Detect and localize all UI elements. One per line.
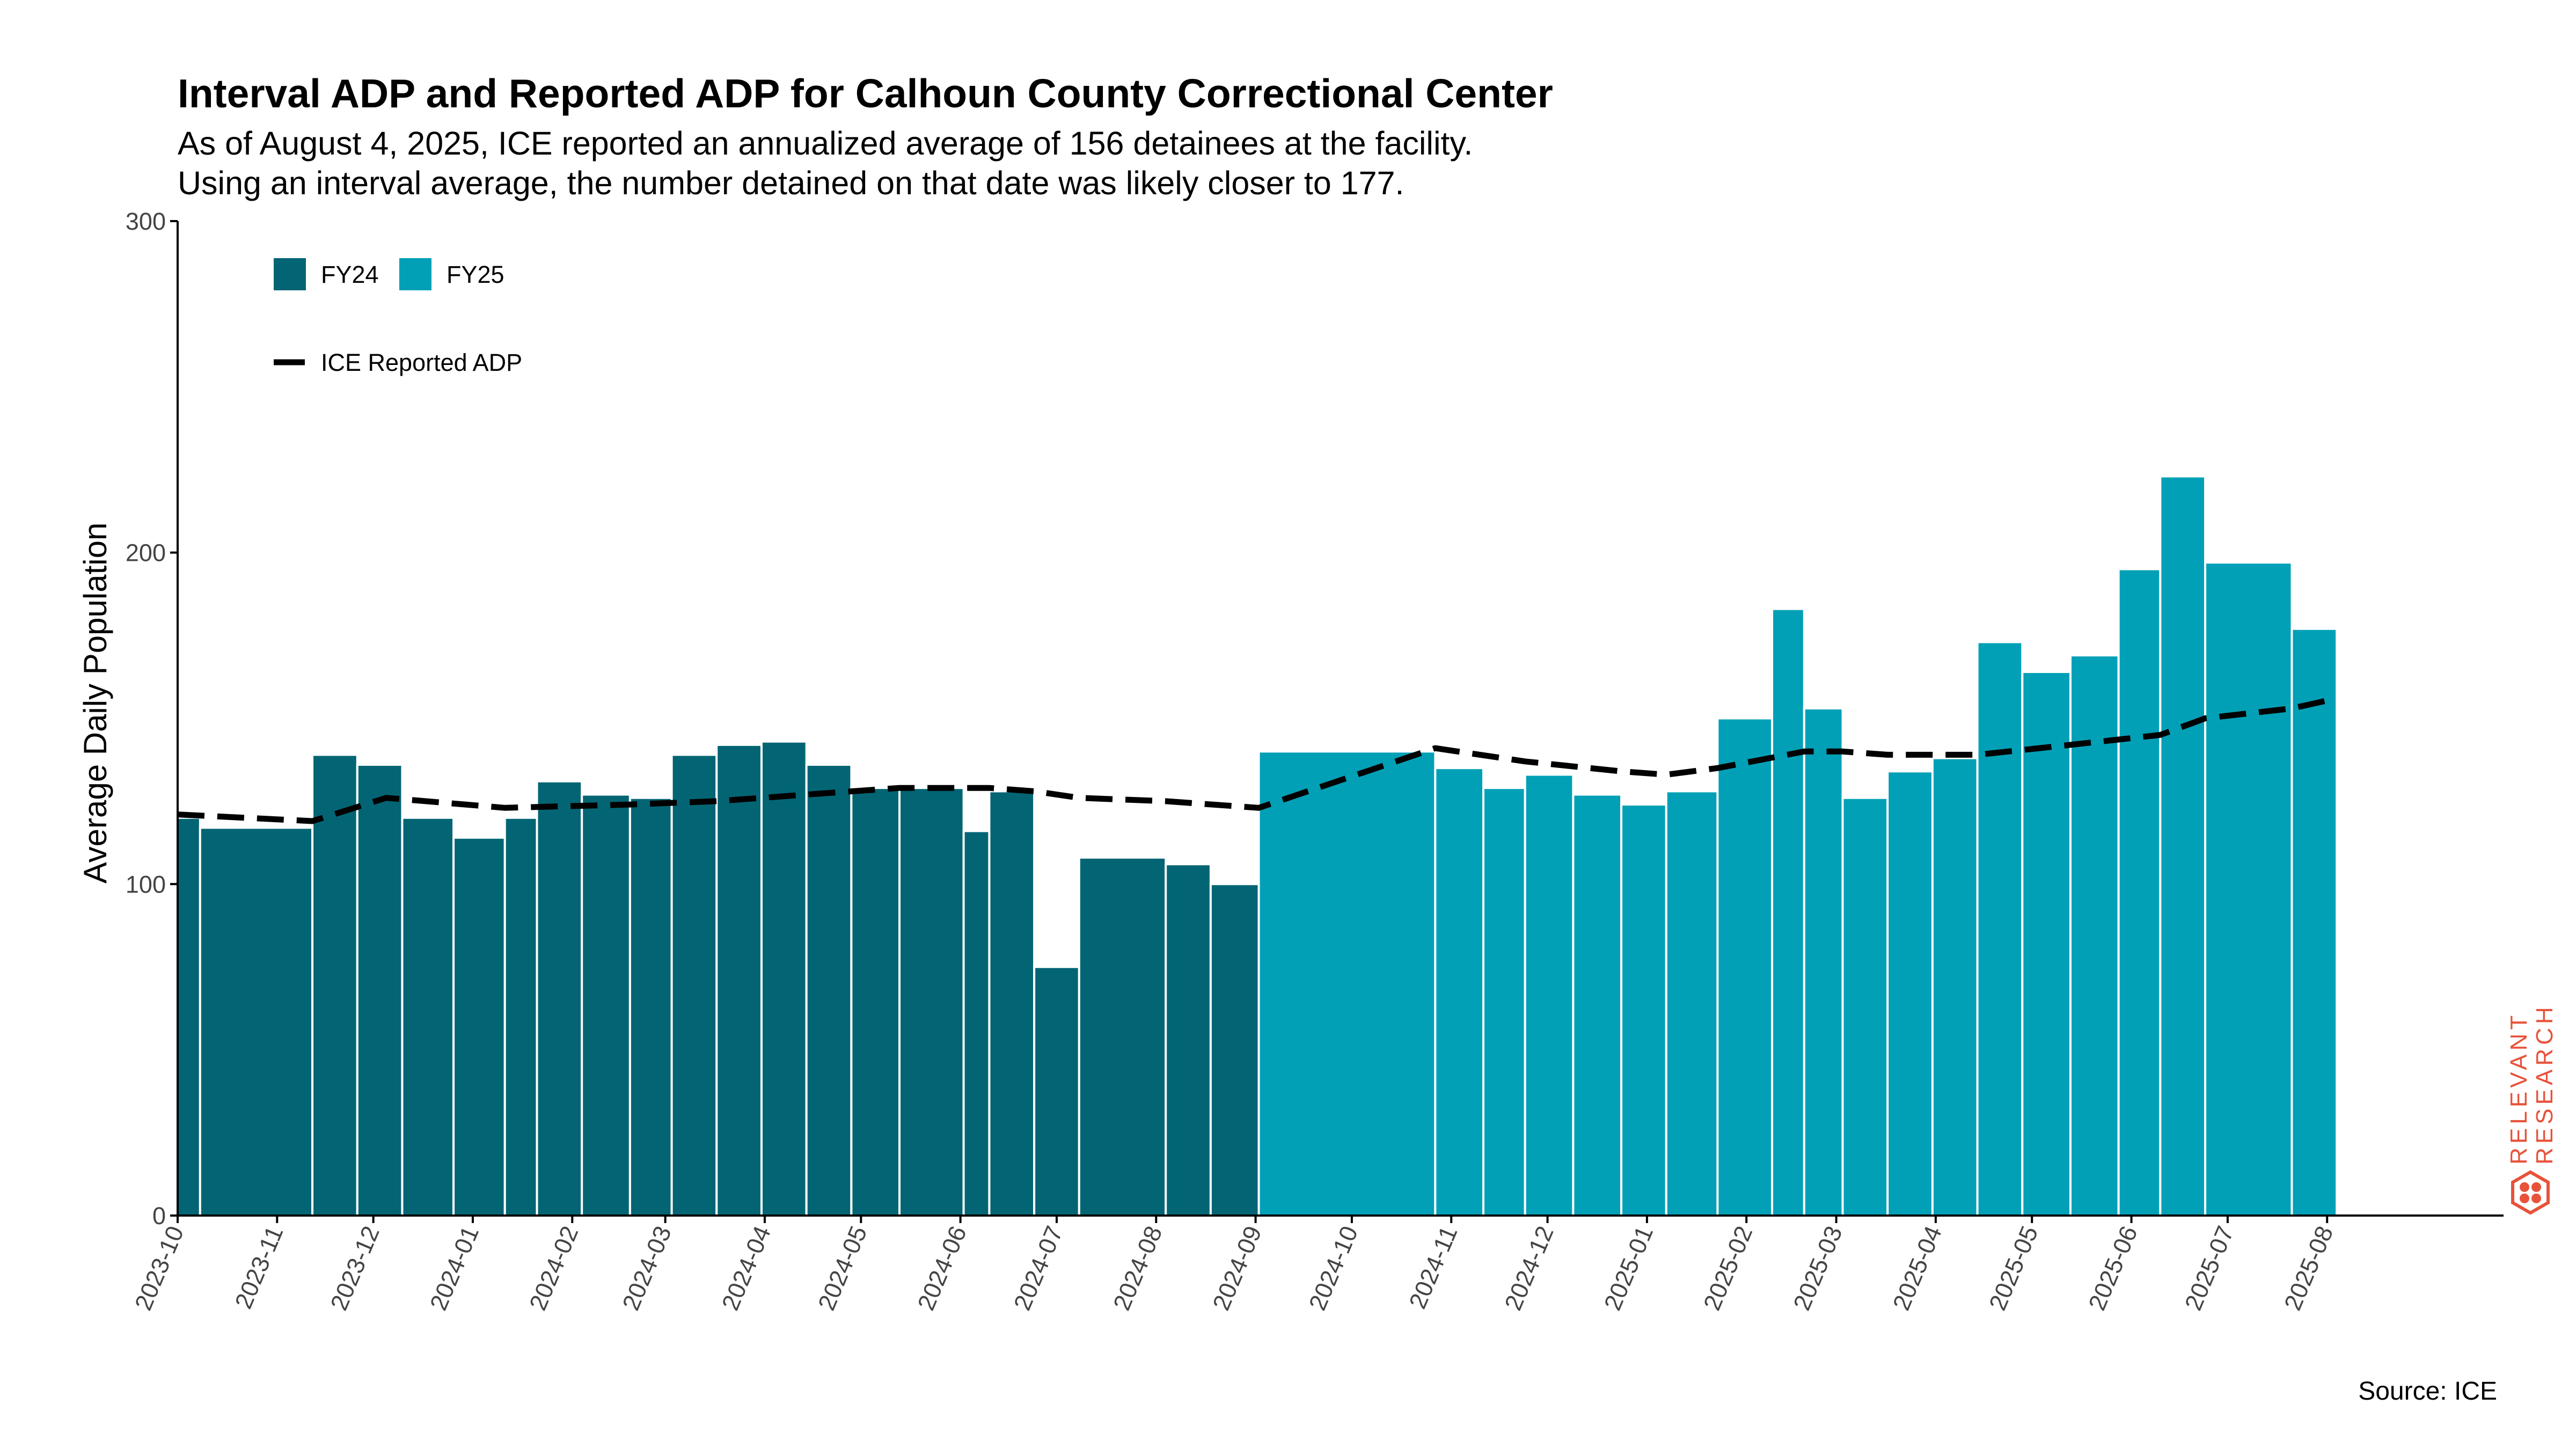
bar-fy25-2024-10-27 <box>1434 767 1485 1217</box>
bar-fy24-2024-01-11 <box>503 816 538 1217</box>
bar-fy25-2025-07-21 <box>2290 627 2338 1217</box>
bar-fy25-2025-04-14 <box>1976 641 2024 1217</box>
x-tick-label-2025-04: 2025-04 <box>1887 1222 1947 1314</box>
bar-fy25-2025-01-23 <box>1716 717 1774 1217</box>
x-tick-label-2024-02: 2024-02 <box>524 1222 583 1314</box>
x-tick-label-2025-08: 2025-08 <box>2279 1222 2338 1314</box>
chart-subtitle-line-1: As of August 4, 2025, ICE reported an an… <box>178 125 1473 162</box>
bar-fy24-2024-04-28 <box>850 787 901 1217</box>
bar-fy24-2024-08-04 <box>1165 863 1212 1217</box>
y-tick-label-100: 100 <box>126 870 166 898</box>
bar-fy24-2024-05-13 <box>898 787 965 1217</box>
y-tick-label-200: 200 <box>126 539 166 567</box>
bars-layer <box>177 475 2338 1217</box>
bar-fy25-2024-12-24 <box>1620 803 1667 1217</box>
bar-fy24-2023-10-08 <box>199 826 314 1217</box>
legend-swatch-fy24 <box>274 258 306 290</box>
bar-fy24-2023-11-26 <box>356 763 404 1217</box>
bar-fy24-2023-12-26 <box>452 836 506 1217</box>
bar-fy24-2024-08-18 <box>1209 883 1260 1217</box>
legend-swatch-fy25 <box>399 258 431 290</box>
y-tick-label-0: 0 <box>152 1202 166 1230</box>
bar-fy24-2024-01-21 <box>536 780 583 1217</box>
x-tick-label-2023-12: 2023-12 <box>325 1222 384 1314</box>
svg-text:RELEVANT: RELEVANT <box>2506 1012 2532 1165</box>
reported-adp-line-layer <box>177 696 2338 824</box>
bar-fy25-2025-06-10 <box>2159 475 2207 1217</box>
x-tick-label-2025-05: 2025-05 <box>1984 1222 2043 1314</box>
x-tick-label-2025-01: 2025-01 <box>1599 1222 1658 1314</box>
bar-fy25-2025-02-09 <box>1771 608 1805 1217</box>
x-tick-label-2024-12: 2024-12 <box>1499 1222 1558 1314</box>
bar-fy24-2024-04-14 <box>805 763 853 1217</box>
bar-fy25-2024-12-09 <box>1572 793 1623 1217</box>
x-tick-label-2023-10: 2023-10 <box>129 1222 189 1314</box>
bar-fy25-2024-11-11 <box>1482 787 1526 1217</box>
x-tick-label-2024-06: 2024-06 <box>912 1222 971 1314</box>
x-tick-label-2024-07: 2024-07 <box>1008 1222 1068 1314</box>
bar-fy25-2025-05-28 <box>2117 568 2162 1217</box>
x-tick-label-2024-11: 2024-11 <box>1403 1222 1462 1313</box>
bar-fy24-2024-03-31 <box>760 740 808 1217</box>
x-tick-label-2024-01: 2024-01 <box>425 1222 484 1314</box>
x-tick-label-2023-11: 2023-11 <box>229 1222 288 1313</box>
reported-adp-line <box>177 696 2338 824</box>
chart-title: Interval ADP and Reported ADP for Calhou… <box>178 71 1553 116</box>
bar-fy24-2024-02-04 <box>581 793 631 1217</box>
hexagon-icon <box>2511 1170 2550 1215</box>
x-tick-label-2025-06: 2025-06 <box>2083 1222 2142 1314</box>
bar-fy25-2025-04-28 <box>2021 671 2072 1217</box>
x-tick-label-2025-07: 2025-07 <box>2179 1222 2239 1314</box>
bar-fy24-2024-07-08 <box>1078 856 1167 1217</box>
legend-label-fy24: FY24 <box>321 261 379 288</box>
bar-fy25-2025-03-31 <box>1931 757 1979 1217</box>
bar-fy24-2024-03-03 <box>670 753 718 1217</box>
bar-fy25-2025-01-07 <box>1665 790 1719 1217</box>
x-tick-label-2024-08: 2024-08 <box>1108 1222 1167 1314</box>
bar-fy24-2023-10-01 <box>177 816 201 1217</box>
legend-label-fy25: FY25 <box>447 261 504 288</box>
x-tick-label-2025-02: 2025-02 <box>1698 1222 1758 1314</box>
bar-fy24-2024-06-24 <box>1033 965 1080 1217</box>
source-note: Source: ICE <box>2358 1377 2497 1406</box>
bar-fy24-2024-03-17 <box>715 743 763 1217</box>
x-tick-label-2024-04: 2024-04 <box>716 1222 776 1314</box>
bar-fy25-2024-11-24 <box>1524 773 1575 1217</box>
x-tick-label-2024-09: 2024-09 <box>1207 1222 1267 1314</box>
bar-fy25-2025-06-24 <box>2204 561 2293 1217</box>
bar-fy25-2025-03-17 <box>1886 770 1934 1217</box>
bar-fy25-2025-02-19 <box>1803 707 1844 1217</box>
bar-fy24-2024-02-19 <box>628 796 673 1217</box>
x-tick-label-2024-10: 2024-10 <box>1304 1222 1363 1314</box>
bar-fy24-2023-12-10 <box>401 816 455 1217</box>
bar-fy24-2024-06-10 <box>988 790 1036 1217</box>
chart-subtitle-line-2: Using an interval average, the number de… <box>178 165 1404 201</box>
relevant-research-logo: RELEVANT RESEARCH <box>2506 1004 2558 1215</box>
y-axis-label: Average Daily Population <box>77 523 113 884</box>
y-tick-label-300: 300 <box>126 208 166 235</box>
x-tick-label-2024-03: 2024-03 <box>617 1222 676 1314</box>
x-tick-label-2025-03: 2025-03 <box>1788 1222 1847 1314</box>
x-tick-label-2024-05: 2024-05 <box>813 1222 872 1314</box>
bar-fy24-2023-11-12 <box>311 753 358 1217</box>
bar-fy25-2024-09-02 <box>1257 750 1437 1217</box>
legend-label-reported-adp: ICE Reported ADP <box>321 349 522 376</box>
bar-fy25-2025-03-03 <box>1841 796 1889 1217</box>
svg-text:RESEARCH: RESEARCH <box>2531 1004 2558 1165</box>
legend: FY24 FY25 ICE Reported ADP <box>274 258 522 376</box>
bar-fy24-2024-06-02 <box>962 830 991 1217</box>
